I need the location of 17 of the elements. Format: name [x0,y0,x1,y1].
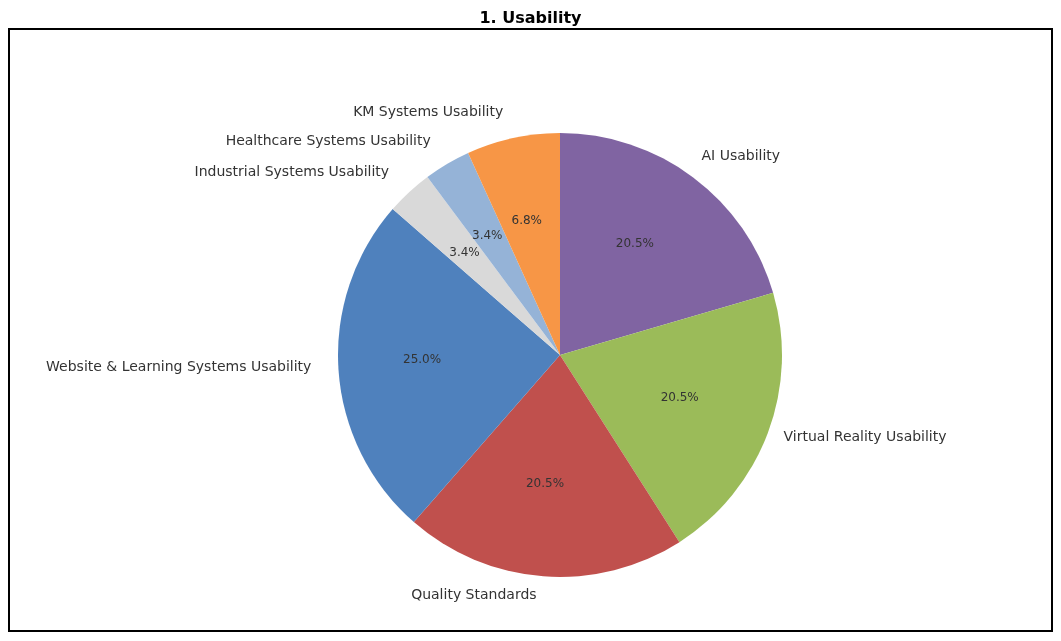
slice-label: Industrial Systems Usability [194,162,390,179]
pie-slice [427,152,560,355]
data-label: 20.5% [525,475,565,490]
slice-label: Healthcare Systems Usability [225,131,431,148]
slice-label: KM Systems Usability [353,103,504,120]
data-label: 3.4% [449,245,480,260]
data-label: 3.4% [472,228,503,243]
data-label: 6.8% [511,212,543,227]
data-label: 25.0% [403,351,442,366]
slice-label: AI Usability [701,146,781,163]
chart-title: 1. Usability [478,8,583,28]
slice-label: Website & Learning Systems Usability [46,358,312,375]
data-label: 20.5% [615,236,654,251]
data-label: 20.5% [660,389,699,404]
pie-slice [392,176,560,355]
slice-label: Quality Standards [411,585,537,602]
slice-label: Virtual Reality Usability [783,427,947,444]
